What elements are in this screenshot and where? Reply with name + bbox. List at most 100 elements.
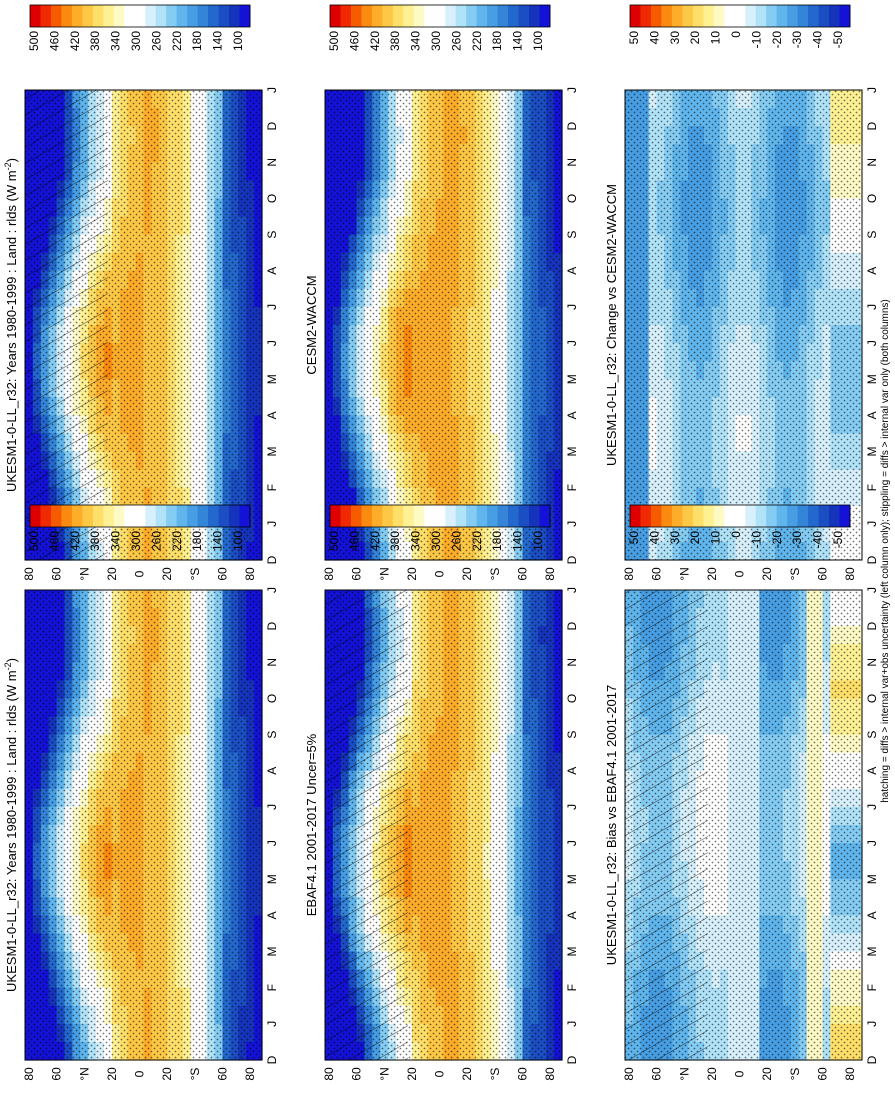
lat-tick-label: 80: [843, 567, 857, 581]
colorbar-tick-label: 140: [211, 31, 225, 51]
colorbar-swatch: [350, 505, 362, 527]
lat-tick-label: 60: [350, 567, 364, 581]
lat-tick-label: 60: [50, 567, 64, 581]
colorbar-tick-label: 380: [388, 31, 402, 51]
lat-tick-label: 80: [243, 567, 257, 581]
month-tick-label: D: [865, 122, 879, 131]
colorbar-swatch: [187, 5, 199, 27]
colorbar-swatch: [692, 5, 704, 27]
month-tick-label: N: [265, 158, 279, 167]
colorbar-frame: [629, 504, 851, 528]
plot-frame: [324, 89, 563, 561]
lat-tick-label: 20: [760, 1067, 774, 1081]
plot-frame: [24, 589, 263, 1061]
colorbar-swatch: [476, 5, 488, 27]
colorbar-swatch: [808, 5, 820, 27]
lat-tick-label: 20: [405, 1067, 419, 1081]
colorbar-tick-label: 180: [490, 531, 504, 551]
colorbar-swatch: [682, 505, 694, 527]
month-tick-label: J: [865, 1021, 879, 1027]
month-tick-label: M: [865, 374, 879, 384]
month-tick-label: D: [565, 622, 579, 631]
plot-frame: [624, 89, 863, 561]
colorbar-swatch: [508, 505, 520, 527]
lat-tick-label: 0: [433, 570, 447, 577]
month-tick-label: O: [865, 194, 879, 203]
colorbar-swatch: [640, 5, 652, 27]
colorbar-swatch: [476, 505, 488, 527]
colorbar-swatch: [382, 505, 394, 527]
colorbar-swatch: [382, 5, 394, 27]
plot-frame: [624, 589, 863, 1061]
lat-tick-label: °N: [677, 567, 691, 580]
month-tick-label: J: [565, 804, 579, 810]
month-tick-label: J: [265, 87, 279, 93]
colorbar-tick-label: 420: [68, 31, 82, 51]
colorbar-swatch: [529, 505, 541, 527]
stipple-overlay: [25, 590, 262, 1060]
month-tick-label: A: [265, 411, 279, 419]
month-tick-label: S: [265, 231, 279, 239]
colorbar-frame: [329, 504, 551, 528]
month-tick-label: S: [565, 731, 579, 739]
colorbar-tick-label: 100: [531, 31, 545, 51]
colorbar-swatch: [40, 5, 52, 27]
lat-tick-label: °S: [788, 1068, 802, 1081]
colorbar-swatch: [734, 505, 746, 527]
colorbar-tick-label: 180: [490, 31, 504, 51]
month-tick-label: D: [865, 1055, 879, 1064]
colorbar-swatch: [424, 5, 436, 27]
lat-tick-label: °N: [377, 1067, 391, 1080]
month-tick-label: M: [865, 874, 879, 884]
colorbar-tick-label: 420: [368, 31, 382, 51]
colorbar-tick-label: 140: [511, 531, 525, 551]
month-tick-label: F: [265, 484, 279, 491]
panel-title: UKESM1-0-LL_r32: Years 1980-1999 : Land …: [3, 158, 19, 492]
month-tick-label: A: [865, 911, 879, 919]
colorbar-swatch: [692, 505, 704, 527]
colorbar-swatch: [797, 5, 809, 27]
colorbar-swatch: [776, 505, 788, 527]
colorbar-swatch: [424, 505, 436, 527]
colorbar-swatch: [71, 5, 83, 27]
colorbar-tick-label: 260: [149, 31, 163, 51]
colorbar-swatch: [413, 5, 425, 27]
colorbar-swatch: [392, 5, 404, 27]
colorbar-swatch: [630, 5, 641, 27]
colorbar-swatch: [340, 5, 352, 27]
lat-tick-label: °N: [77, 1067, 91, 1080]
month-tick-label: J: [865, 840, 879, 846]
lat-tick-label: 80: [843, 1067, 857, 1081]
colorbar-swatch: [371, 5, 383, 27]
month-tick-label: M: [565, 947, 579, 957]
colorbar-tick-label: -30: [790, 531, 804, 549]
colorbar-swatch: [818, 5, 830, 27]
month-tick-label: D: [265, 1055, 279, 1064]
month-tick-label: O: [565, 694, 579, 703]
month-tick-label: D: [265, 122, 279, 131]
colorbar-swatch: [208, 5, 220, 27]
colorbar-swatch: [330, 5, 341, 27]
colorbar-tick-label: 140: [511, 31, 525, 51]
lat-tick-label: 60: [815, 1067, 829, 1081]
colorbar-swatch: [497, 505, 509, 527]
colorbar-tick-label: 10: [709, 531, 723, 545]
month-tick-label: F: [865, 984, 879, 991]
month-tick-label: S: [565, 231, 579, 239]
hatch-overlay: [25, 90, 108, 560]
colorbar-swatch: [445, 5, 457, 27]
colorbar-swatch: [829, 5, 841, 27]
month-tick-label: J: [565, 87, 579, 93]
colorbar-tick-label: 380: [88, 31, 102, 51]
colorbar-swatch: [371, 505, 383, 527]
month-tick-label: F: [565, 984, 579, 991]
month-tick-label: A: [865, 267, 879, 275]
lat-tick-label: °S: [188, 1068, 202, 1081]
colorbar-tick-label: 220: [170, 31, 184, 51]
hatch-overlay: [325, 590, 408, 1060]
month-tick-label: J: [265, 340, 279, 346]
month-tick-label: N: [865, 658, 879, 667]
month-tick-label: J: [865, 587, 879, 593]
